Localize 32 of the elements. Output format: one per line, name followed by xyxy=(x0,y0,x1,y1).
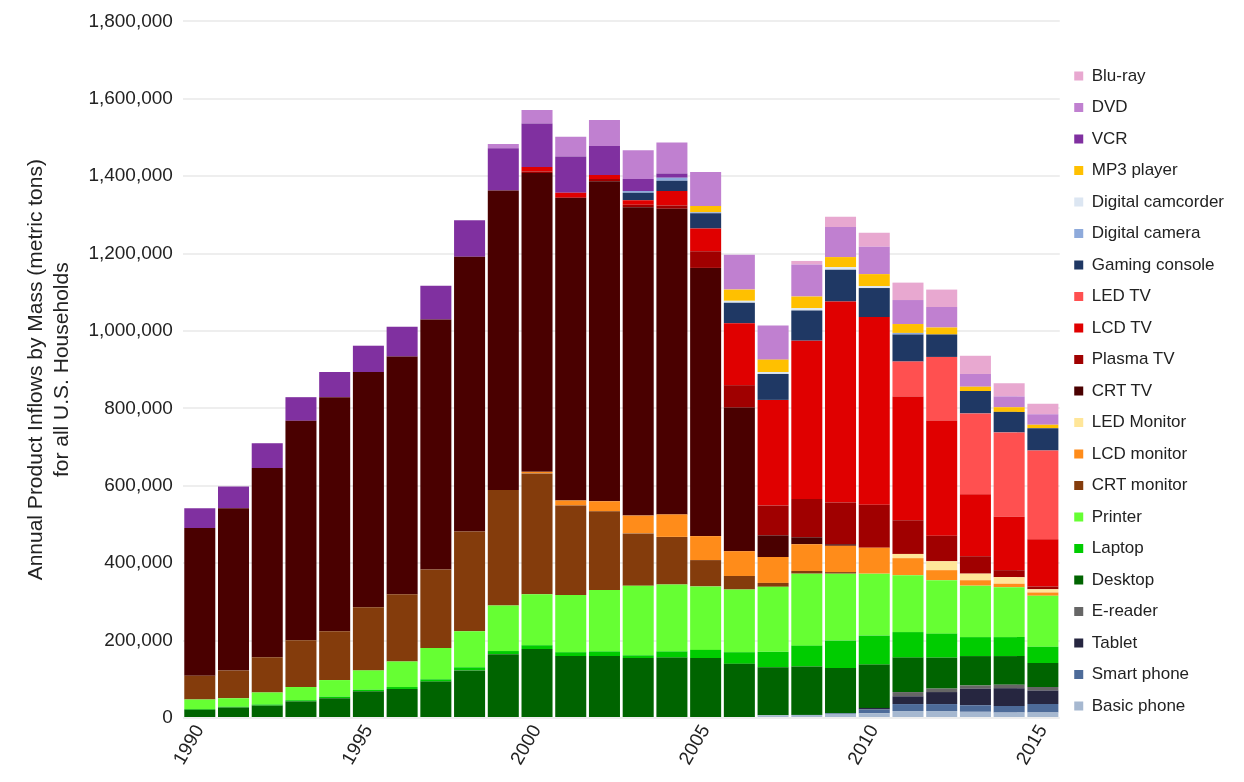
legend-label: Printer xyxy=(1091,506,1143,526)
legend-label: CRT TV xyxy=(1091,380,1153,400)
y-tick-label: 800,000 xyxy=(104,396,173,418)
y-tick-label: 400,000 xyxy=(104,551,173,573)
y-tick-label: 600,000 xyxy=(104,474,173,496)
y-tick-label: 1,800,000 xyxy=(88,9,173,31)
legend-label: LCD TV xyxy=(1091,317,1153,337)
y-tick-label: 1,200,000 xyxy=(88,241,173,263)
y-tick-label: 1,000,000 xyxy=(88,319,173,341)
legend-label: Digital camera xyxy=(1091,223,1201,243)
y-axis-title: Annual Product Inflows by Mass (metric tons) for all U.S. Households xyxy=(23,159,72,581)
legend-label: Desktop xyxy=(1091,569,1155,589)
legend-label: VCR xyxy=(1091,128,1128,148)
legend-label: E-reader xyxy=(1091,601,1159,621)
y-tick-label: 1,400,000 xyxy=(88,164,173,186)
legend-label: Tablet xyxy=(1091,632,1138,652)
legend-label: Blu-ray xyxy=(1091,65,1147,85)
legend-label: MP3 player xyxy=(1091,160,1179,180)
y-tick-label: 1,600,000 xyxy=(88,87,173,109)
legend-label: LED TV xyxy=(1091,286,1152,306)
legend-label: Laptop xyxy=(1091,538,1144,558)
legend-label: Basic phone xyxy=(1091,695,1186,715)
legend-label: Digital camcorder xyxy=(1091,191,1225,211)
legend-label: CRT monitor xyxy=(1091,475,1188,495)
y-tick-label: 200,000 xyxy=(104,628,173,650)
legend-label: Gaming console xyxy=(1091,254,1215,274)
y-tick-label: 0 xyxy=(162,706,173,728)
legend-label: LCD monitor xyxy=(1091,443,1188,463)
legend-label: LED Monitor xyxy=(1091,412,1187,432)
legend-label: DVD xyxy=(1091,97,1128,117)
legend-label: Smart phone xyxy=(1091,664,1190,684)
legend-label: Plasma TV xyxy=(1091,349,1176,369)
